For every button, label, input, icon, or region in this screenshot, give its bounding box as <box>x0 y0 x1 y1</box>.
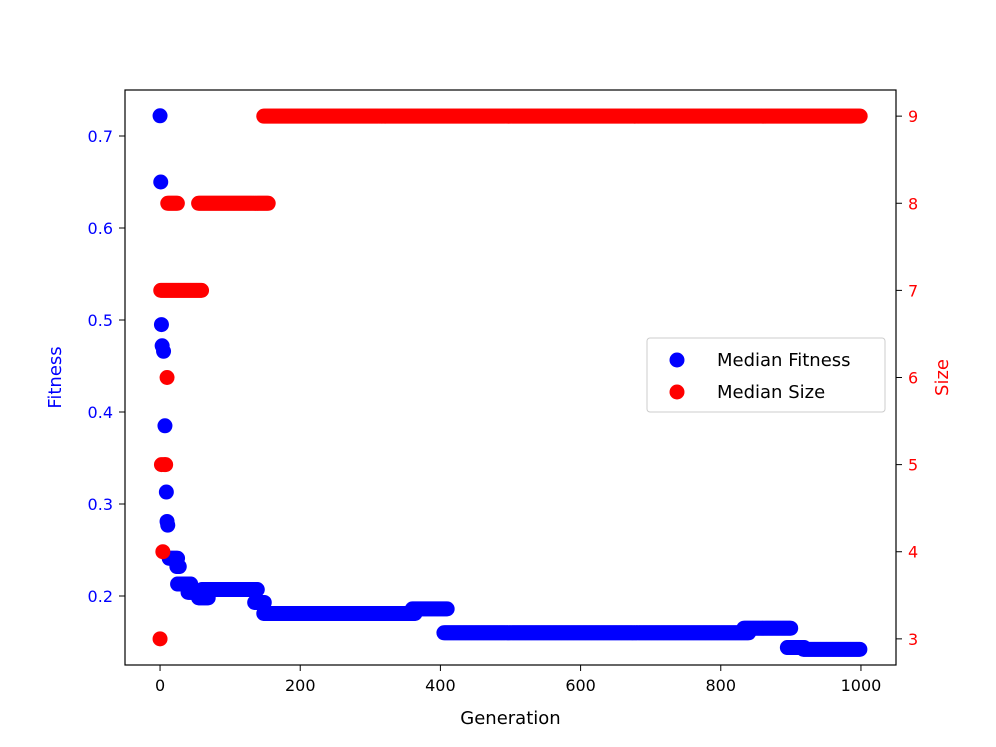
data-point <box>171 559 187 575</box>
series-1-points <box>152 108 868 657</box>
y-right-tick-label: 7 <box>908 281 918 300</box>
y-left-tick-label: 0.6 <box>88 219 113 238</box>
data-point <box>152 631 168 647</box>
data-point <box>152 108 168 124</box>
marks-layer <box>152 108 868 657</box>
y-left-tick-label: 0.7 <box>88 127 113 146</box>
data-point <box>249 582 265 598</box>
legend-marker <box>669 384 685 400</box>
x-tick-label: 1000 <box>841 676 882 695</box>
data-point <box>852 108 868 124</box>
legend-label: Median Fitness <box>717 350 851 371</box>
data-point <box>783 620 799 636</box>
y-left-tick-label: 0.2 <box>88 587 113 606</box>
x-tick-label: 0 <box>155 676 165 695</box>
x-tick-label: 800 <box>705 676 736 695</box>
y-right-tick-label: 3 <box>908 630 918 649</box>
data-point <box>158 484 174 500</box>
data-point <box>439 601 455 617</box>
y-right-tick-label: 8 <box>908 194 918 213</box>
y-right-tick-label: 4 <box>908 543 918 562</box>
y-left-tick-label: 0.3 <box>88 495 113 514</box>
y-right-tick-label: 5 <box>908 456 918 475</box>
axes-layer: 0 200 400 600 800 1000 0.2 0.3 0.4 0.5 0.6 0.7 3 4 5 6 7… <box>88 107 919 695</box>
y-right-axis-label: Size <box>932 359 953 396</box>
data-point <box>159 370 175 385</box>
data-point <box>160 517 176 533</box>
data-point <box>155 544 171 560</box>
y-right-tick-label: 9 <box>908 107 918 126</box>
x-tick-label: 600 <box>565 676 596 695</box>
data-point <box>852 641 868 657</box>
data-point <box>156 343 172 359</box>
y-right-tick-label: 6 <box>908 369 918 388</box>
data-point <box>157 418 173 434</box>
data-point <box>194 282 210 298</box>
y-left-tick-label: 0.5 <box>88 311 113 330</box>
x-tick-label: 200 <box>285 676 316 695</box>
series-2-points <box>152 108 868 647</box>
data-point <box>260 195 276 211</box>
x-axis-label: Generation <box>460 708 560 729</box>
data-point <box>158 457 174 473</box>
legend: Median Fitness Median Size <box>646 337 886 413</box>
data-point <box>153 317 169 333</box>
legend-label: Median Size <box>717 382 825 403</box>
data-point <box>153 174 169 190</box>
x-tick-label: 400 <box>425 676 456 695</box>
legend-marker <box>669 352 685 368</box>
legend-box <box>646 337 886 413</box>
y-left-axis-label: Fitness <box>45 346 66 408</box>
data-point <box>169 195 185 211</box>
y-left-tick-label: 0.4 <box>88 403 113 422</box>
